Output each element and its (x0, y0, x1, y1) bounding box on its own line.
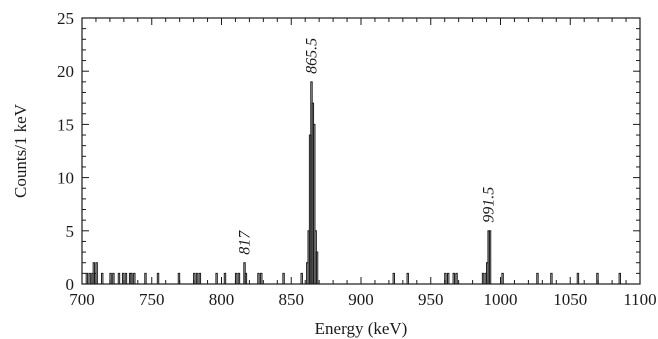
ticks (81, 17, 641, 285)
x-tick-label: 950 (418, 290, 444, 309)
y-tick-label: 20 (57, 62, 74, 81)
peak-label: 991.5 (481, 187, 498, 223)
x-tick-label: 750 (139, 290, 165, 309)
histogram-bar (144, 272, 147, 285)
x-axis-label: Energy (keV) (315, 319, 408, 338)
histogram-bar (109, 272, 112, 285)
histogram-bar (501, 272, 504, 285)
histogram-bar (234, 272, 238, 285)
x-tick-label: 1050 (553, 290, 587, 309)
histogram-bar (257, 272, 260, 285)
peak-label: 817 (237, 230, 254, 255)
histogram-bar (444, 272, 447, 285)
plot-area (81, 17, 641, 285)
histogram-bar (198, 272, 202, 285)
tick-labels: 700 750 800 850 900 950 1000 1050 1100 0 5 10 15 20 25 (57, 9, 657, 309)
histogram-bar (156, 272, 160, 285)
peak-annotations: 817 865.5 991.5 (237, 38, 498, 255)
histogram-bar (130, 272, 133, 285)
x-tick-label: 1100 (623, 290, 656, 309)
histogram-bar (88, 272, 91, 285)
y-tick-label: 5 (66, 222, 75, 241)
histogram-bar (244, 272, 248, 285)
histogram-bar (133, 272, 136, 285)
histogram-bar (101, 272, 104, 285)
peak-label: 865.5 (303, 38, 320, 74)
histogram-bar (488, 230, 492, 285)
y-tick-label: 0 (66, 275, 75, 294)
histogram-bar (446, 272, 450, 285)
x-tick-label: 700 (69, 290, 95, 309)
x-tick-label: 850 (279, 290, 305, 309)
histogram-bar (112, 272, 115, 285)
histogram-bar (452, 272, 455, 285)
histogram-bar (121, 272, 125, 285)
y-tick-label: 10 (57, 169, 74, 188)
histogram-bar (95, 262, 98, 285)
histogram-bar (596, 272, 599, 285)
histogram-bar (536, 272, 539, 285)
x-tick-label: 800 (209, 290, 235, 309)
histogram-bar (455, 272, 458, 285)
histogram-bar (618, 272, 621, 285)
histogram-bar (313, 123, 316, 285)
y-tick-label: 15 (57, 115, 74, 134)
histogram-bar (576, 272, 580, 285)
histogram-bar (215, 272, 218, 285)
histogram-bar (406, 272, 409, 285)
y-tick-label: 25 (57, 9, 74, 28)
histogram-bar (481, 272, 485, 285)
x-tick-label: 900 (348, 290, 374, 309)
histogram-bar (300, 272, 303, 285)
x-tick-label: 1000 (484, 290, 518, 309)
histogram-bars (85, 81, 621, 285)
y-axis-label: Counts/1 keV (11, 103, 30, 198)
histogram-bar (282, 272, 285, 285)
histogram-bar (85, 272, 89, 285)
histogram-bar (193, 272, 196, 285)
histogram-bar (223, 272, 227, 285)
histogram-bar (195, 272, 199, 285)
histogram-bar (237, 272, 241, 285)
plot-frame (81, 17, 641, 285)
histogram-bar (315, 251, 319, 285)
histogram-bar (260, 272, 263, 285)
histogram-bar (177, 272, 181, 285)
histogram-bar (550, 272, 553, 285)
histogram-bar (117, 272, 121, 285)
histogram-bar (124, 272, 128, 285)
histogram-bar (392, 272, 395, 285)
